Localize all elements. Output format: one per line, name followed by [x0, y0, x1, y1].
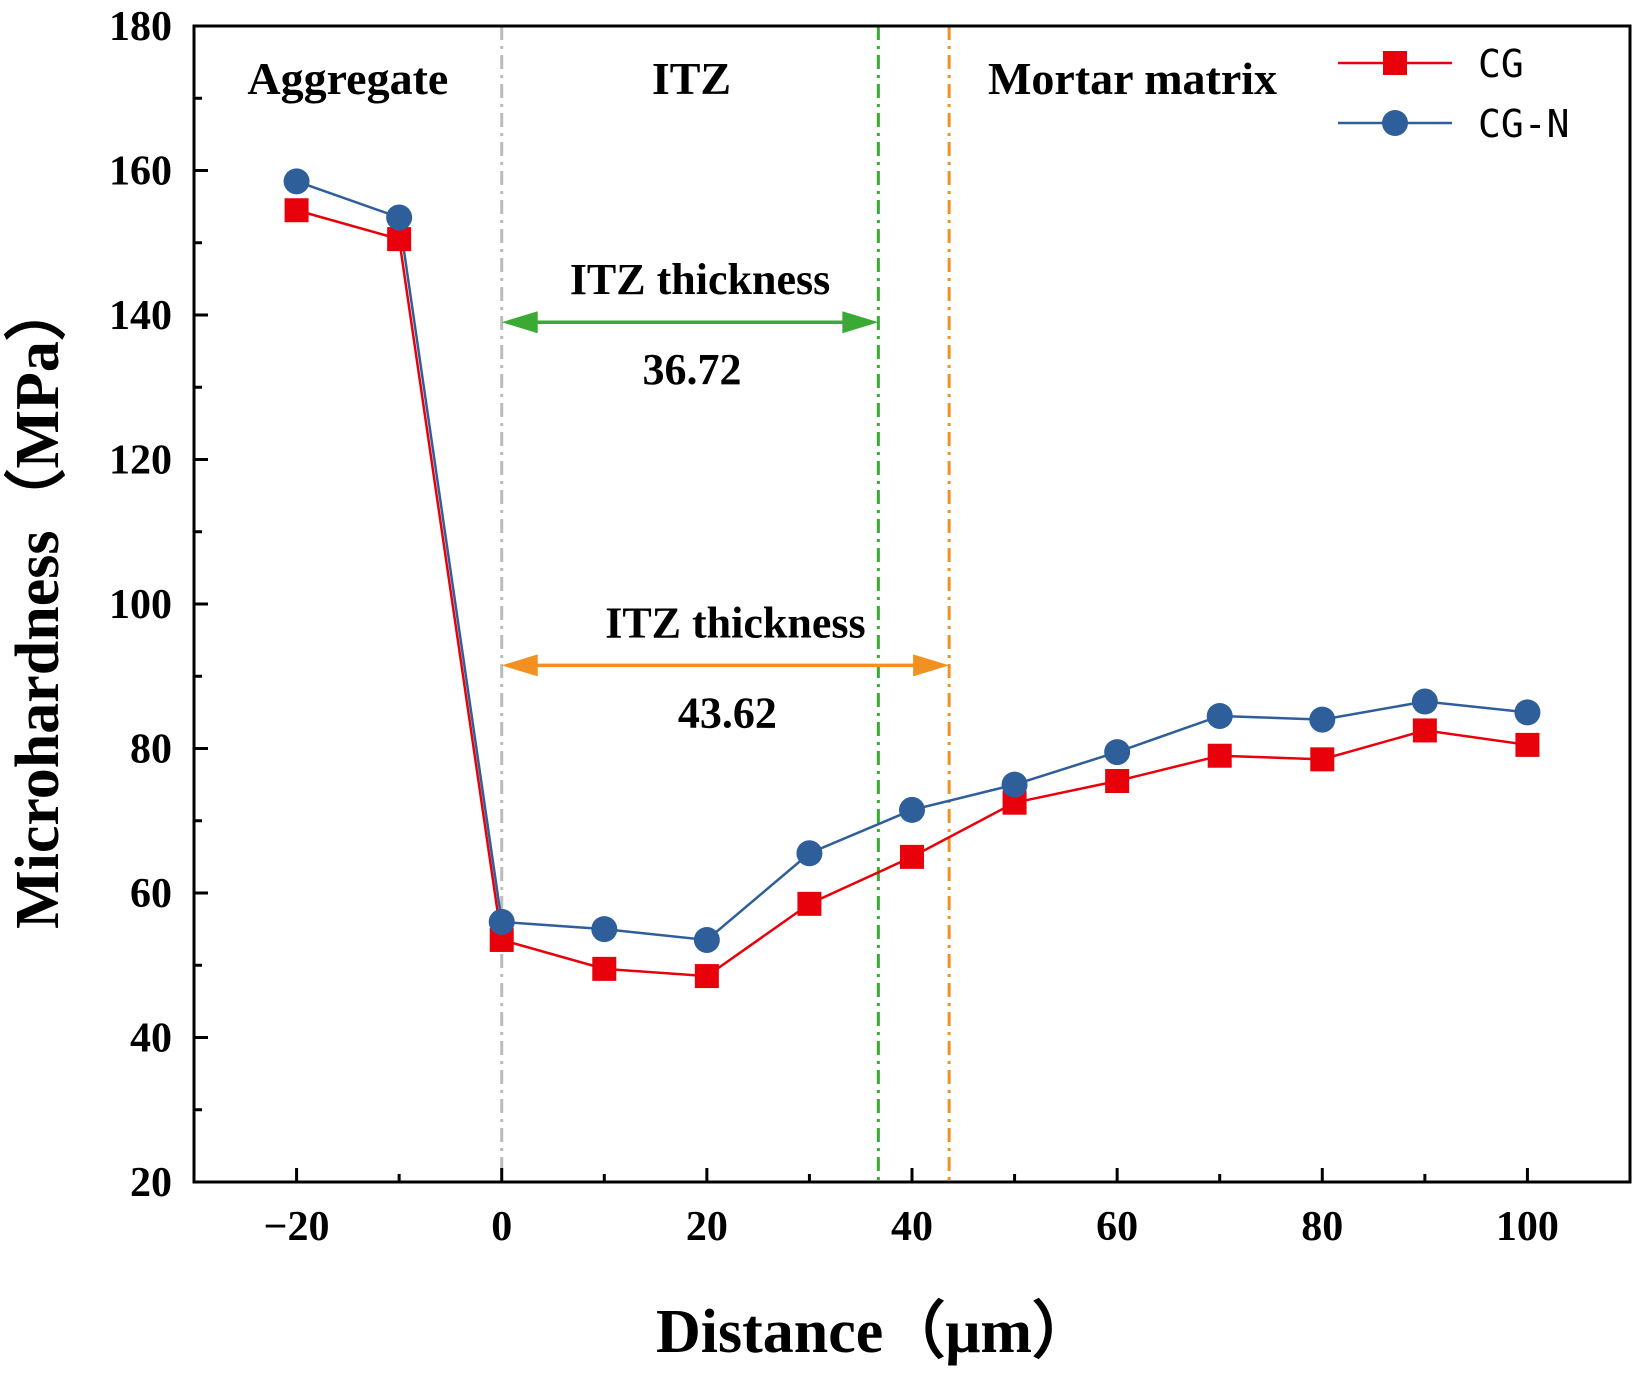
thickness-label: ITZ thickness [605, 598, 865, 647]
x-tick-label: 0 [491, 1204, 512, 1250]
data-point-cg [900, 844, 924, 869]
data-point-cg-n [591, 916, 618, 943]
data-point-cg-n [1514, 699, 1541, 726]
plot-frame [192, 24, 1632, 1184]
y-tick-label: 60 [130, 871, 172, 917]
x-axis-title: Distance（μm） [656, 1296, 1094, 1366]
data-point-cg-n [283, 168, 310, 195]
thickness-label: ITZ thickness [570, 255, 830, 304]
series-line-cg-n [296, 180, 1528, 942]
thickness-value: 43.62 [678, 688, 777, 737]
data-point-cg-n [1411, 688, 1438, 715]
data-point-cg [694, 964, 719, 989]
x-tick-label: 60 [1096, 1204, 1138, 1250]
data-point-cg [797, 891, 822, 916]
thickness-value: 36.72 [643, 345, 742, 394]
x-tick-label: 20 [686, 1204, 728, 1250]
data-point-cg [1310, 747, 1335, 772]
legend-marker [1383, 51, 1407, 75]
y-axis-title: Microhardness（MPa） [2, 279, 72, 929]
data-point-cg-n [488, 908, 515, 935]
legend-label: CG [1478, 42, 1524, 86]
legend-label: CG-N [1478, 102, 1570, 146]
data-point-cg [1515, 732, 1540, 757]
data-point-cg [284, 198, 309, 223]
thickness-arrow-head-right [913, 654, 950, 677]
data-point-cg [592, 956, 617, 981]
thickness-arrow-head-right [842, 311, 879, 334]
y-tick-label: 40 [130, 1016, 172, 1062]
data-point-cg-n [1206, 702, 1233, 729]
y-tick-label: 80 [130, 727, 172, 773]
x-tick-label: 100 [1496, 1204, 1559, 1250]
data-point-cg-n [1309, 706, 1336, 733]
y-tick-label: 120 [109, 438, 172, 484]
y-tick-label: 100 [109, 582, 172, 628]
y-tick-label: 140 [109, 293, 172, 339]
data-point-cg [1105, 769, 1130, 794]
y-tick-label: 160 [109, 149, 172, 195]
x-tick-label: −20 [264, 1204, 330, 1250]
data-point-cg-n [899, 796, 925, 823]
thickness-arrow-head-left [501, 654, 538, 677]
region-label: ITZ [652, 53, 731, 104]
data-point-cg-n [693, 926, 720, 953]
region-label: Aggregate [247, 53, 448, 104]
data-point-cg [1412, 718, 1437, 743]
region-label: Mortar matrix [988, 53, 1277, 104]
data-point-cg [1207, 743, 1232, 768]
x-tick-label: 80 [1301, 1204, 1343, 1250]
legend-marker [1382, 110, 1408, 136]
data-point-cg-n [386, 204, 413, 231]
thickness-arrow-head-left [501, 311, 538, 334]
data-point-cg-n [796, 840, 823, 867]
data-point-cg [387, 227, 412, 252]
data-point-cg-n [1001, 771, 1028, 798]
x-tick-label: 40 [891, 1204, 933, 1250]
y-tick-label: 180 [109, 4, 172, 50]
y-tick-label: 20 [130, 1160, 172, 1206]
data-point-cg-n [1104, 739, 1131, 766]
